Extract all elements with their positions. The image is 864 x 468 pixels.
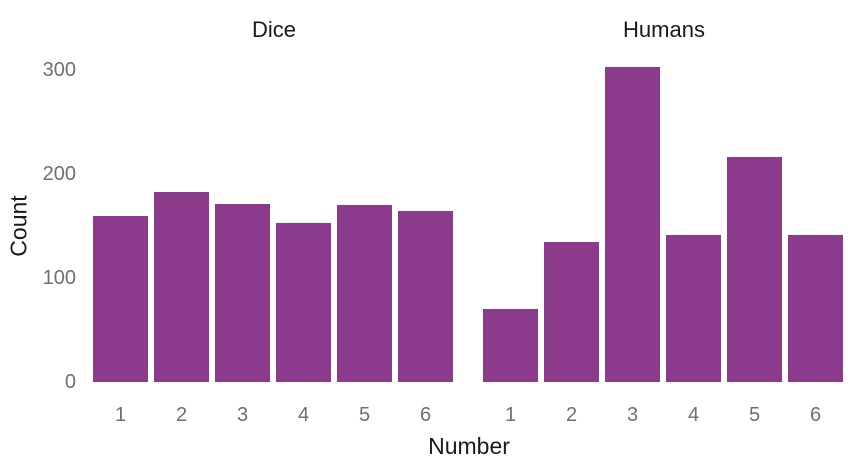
bar-dice-3: [215, 204, 270, 382]
bar-humans-6: [788, 235, 843, 382]
facet-title-dice: Dice: [251, 17, 296, 42]
bar-humans-4: [666, 235, 721, 382]
x-tick-label-dice-3: 3: [236, 404, 249, 426]
bar-humans-1: [483, 309, 538, 382]
y-tick-label-0: 0: [64, 371, 76, 393]
bar-humans-3: [605, 66, 660, 382]
x-tick-label-dice-6: 6: [419, 404, 432, 426]
x-tick-label-humans-5: 5: [748, 404, 761, 426]
x-tick-label-humans-2: 2: [565, 404, 578, 426]
y-axis-title: Count: [5, 195, 32, 257]
bar-dice-1: [93, 215, 148, 382]
bar-dice-2: [154, 191, 209, 382]
x-tick-label-dice-4: 4: [297, 404, 310, 426]
x-tick-label-humans-1: 1: [504, 404, 517, 426]
bar-dice-4: [276, 222, 331, 382]
facet-title-humans: Humans: [623, 17, 705, 42]
x-axis-title: Number: [428, 433, 510, 459]
bar-dice-6: [398, 211, 453, 382]
x-tick-label-dice-2: 2: [175, 404, 188, 426]
bar-humans-2: [544, 241, 599, 382]
x-tick-label-humans-3: 3: [626, 404, 639, 426]
y-tick-label-300: 300: [42, 59, 76, 81]
panel-humans: 1 2 3 4 5 6: [483, 50, 845, 426]
x-tick-label-humans-4: 4: [687, 404, 700, 426]
y-tick-label-100: 100: [42, 267, 76, 289]
y-tick-label-200: 200: [42, 163, 76, 185]
bar-dice-5: [337, 205, 392, 382]
panel-dice: 1 2 3 4 5 6: [93, 50, 455, 426]
x-tick-label-dice-5: 5: [358, 404, 371, 426]
x-tick-label-humans-6: 6: [809, 404, 822, 426]
bar-humans-5: [727, 157, 782, 382]
x-tick-label-dice-1: 1: [114, 404, 127, 426]
